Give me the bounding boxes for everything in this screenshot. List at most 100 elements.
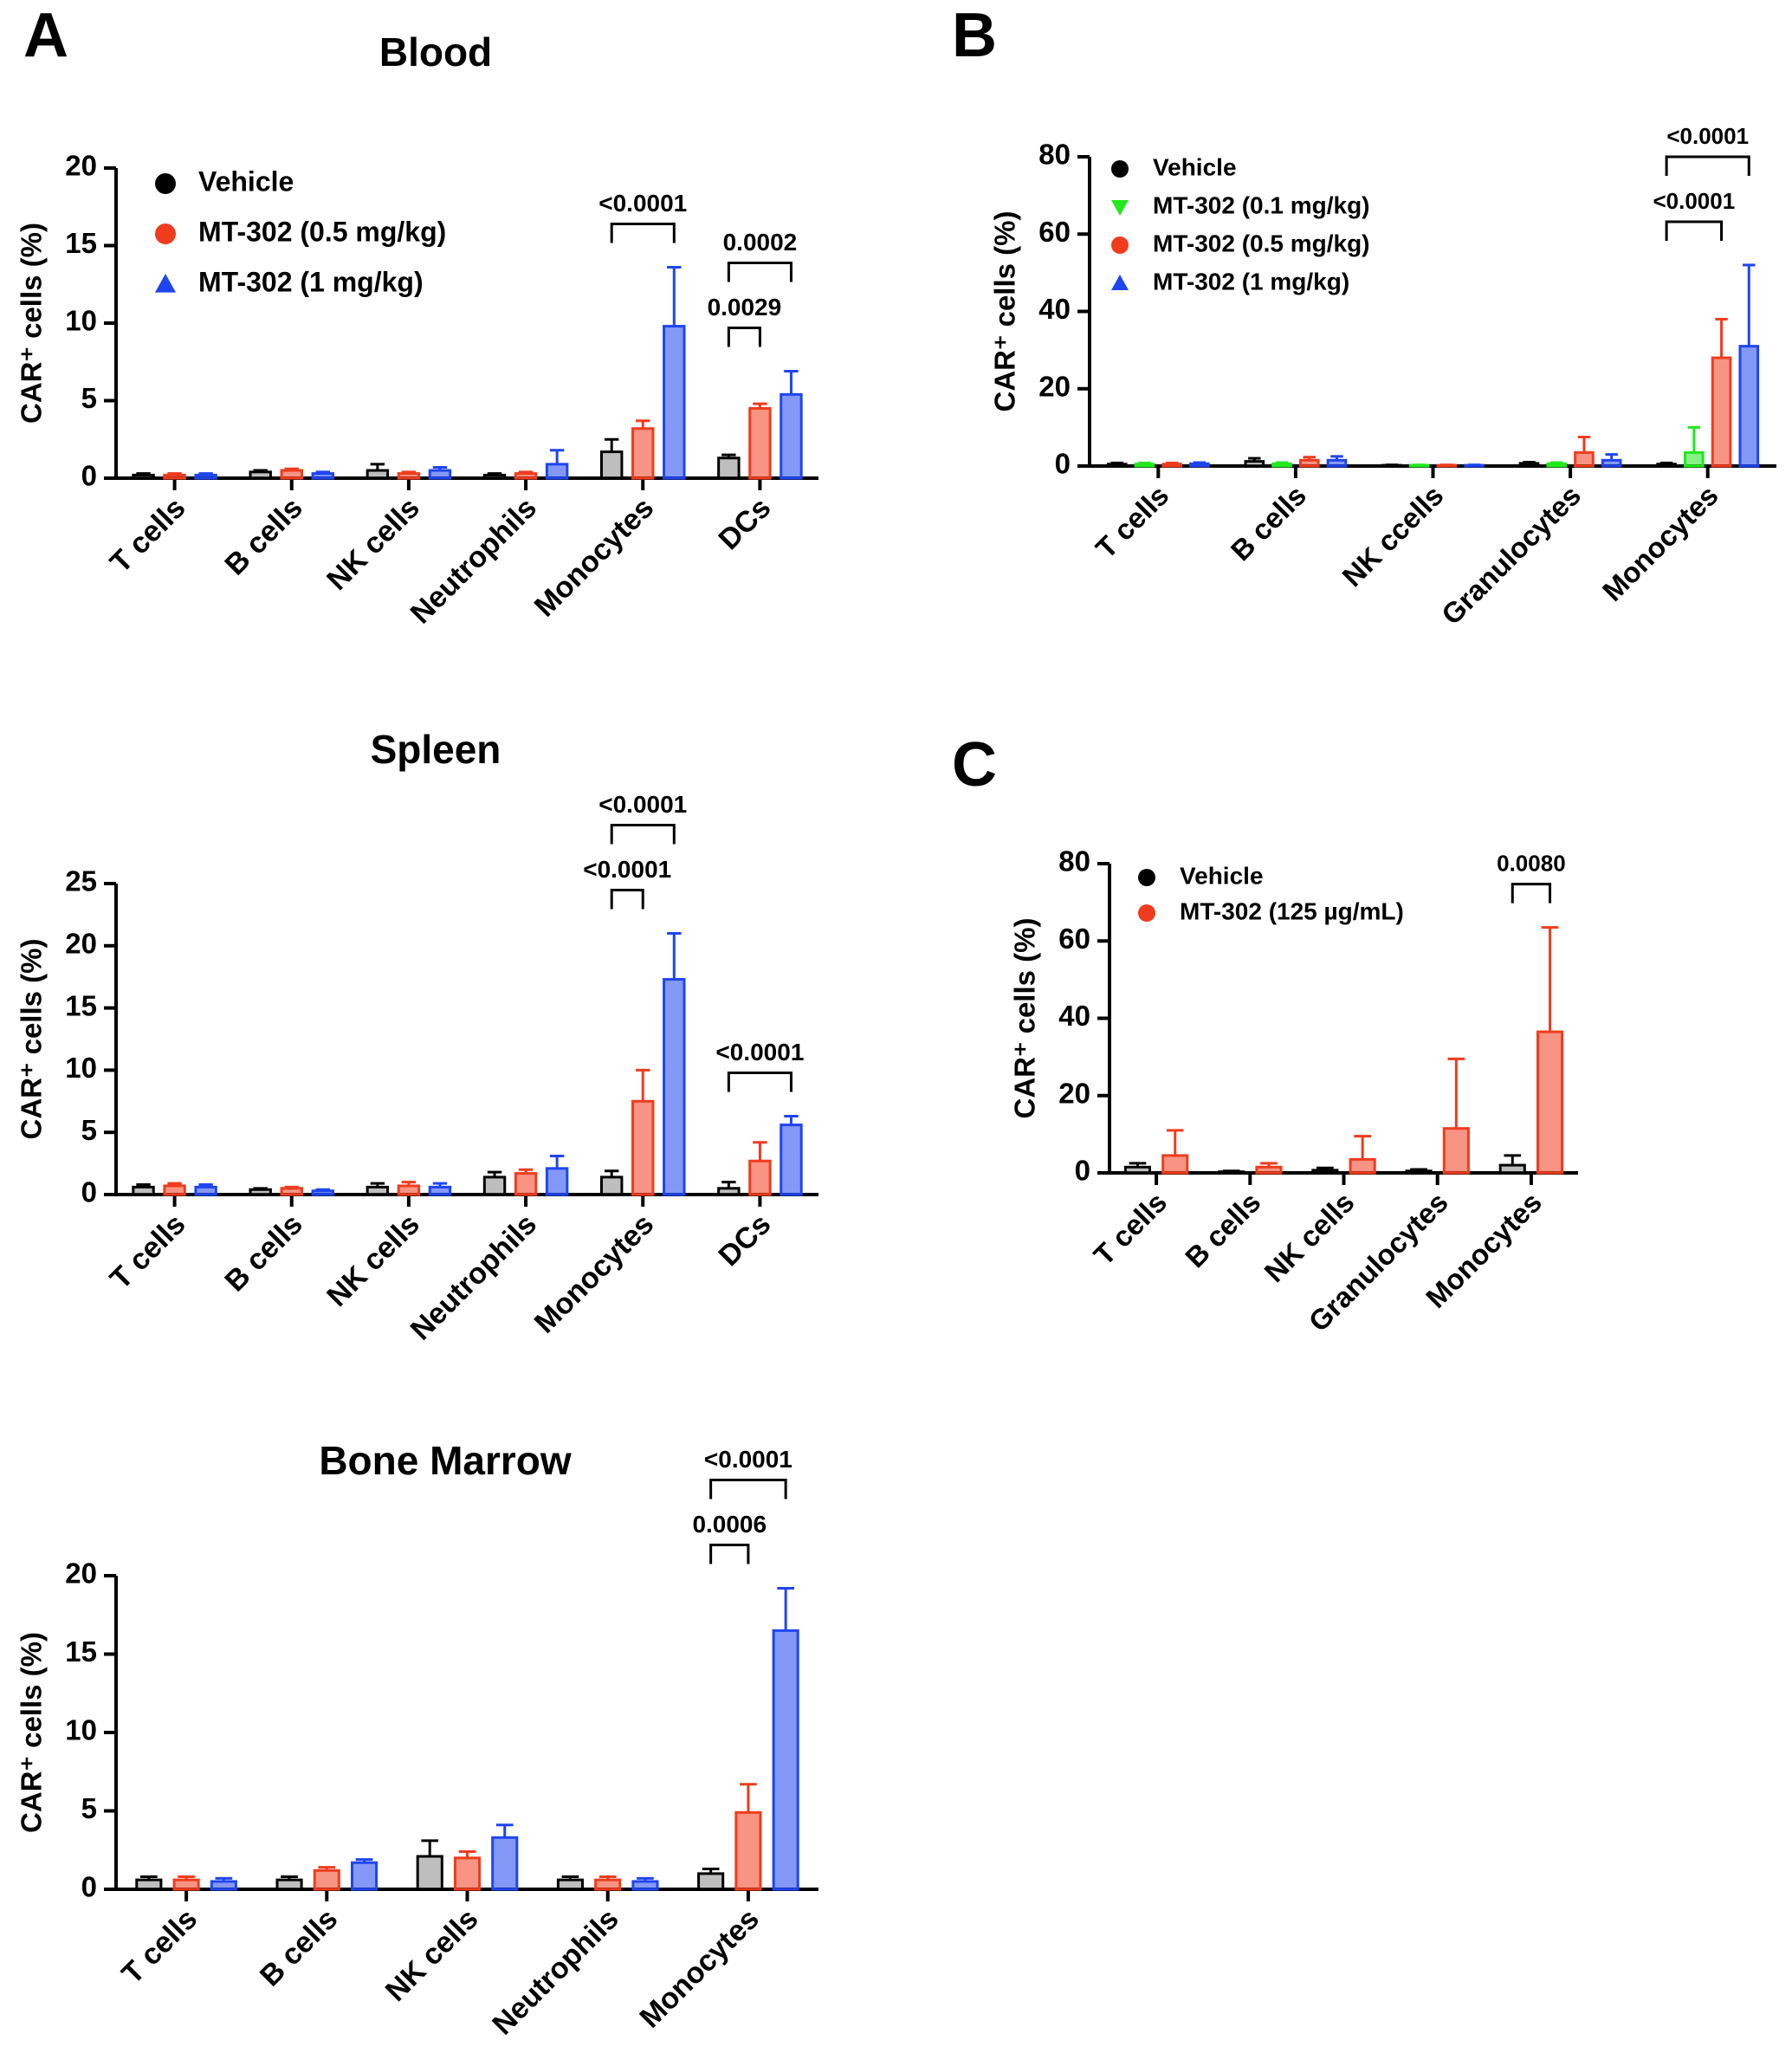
y-tick-label: 15: [65, 227, 97, 259]
y-tick-label: 25: [65, 865, 97, 897]
legend-marker: [155, 274, 176, 293]
legend-label: MT-302 (1 mg/kg): [198, 266, 424, 297]
y-tick-label: 15: [65, 1635, 97, 1668]
y-tick-label: 20: [65, 928, 97, 960]
bar: [514, 1172, 538, 1196]
x-tick-label: NK cells: [379, 1902, 485, 2008]
legend-marker: [1111, 200, 1129, 216]
y-axis-label: CAR⁺ cells (%): [16, 1632, 48, 1833]
y-axis-label: CAR⁺ cells (%): [1009, 918, 1041, 1119]
bar: [249, 1188, 272, 1196]
bar: [397, 1184, 421, 1196]
bar: [631, 1880, 659, 1891]
y-tick-label: 0: [81, 460, 97, 492]
bar: [556, 1878, 585, 1891]
bar: [1244, 460, 1265, 468]
bar: [428, 469, 452, 480]
x-tick-label: Granulocytes: [1435, 479, 1587, 631]
legend-marker: [1138, 904, 1155, 922]
bar: [172, 1878, 200, 1891]
bar: [1189, 462, 1210, 468]
y-axis-label: CAR⁺ cells (%): [989, 211, 1021, 412]
x-tick-label: Neutrophils: [404, 1208, 543, 1346]
bar: [1134, 463, 1155, 468]
legend-label: Vehicle: [1180, 862, 1264, 889]
x-tick-label: DCs: [712, 491, 777, 556]
bar: [210, 1880, 237, 1891]
significance-bracket: [1665, 220, 1724, 241]
bar: [163, 1184, 186, 1196]
bar: [772, 1629, 799, 1891]
legend-label: MT-302 (0.1 mg/kg): [1153, 191, 1370, 218]
y-tick-label: 60: [1038, 216, 1071, 248]
bar: [734, 1810, 762, 1891]
bar: [280, 469, 303, 480]
significance-bracket: [727, 1072, 792, 1092]
legend-marker: [1111, 160, 1129, 178]
bar: [350, 1861, 378, 1891]
x-tick-label: NK cells: [320, 1208, 426, 1313]
x-tick-label: DCs: [712, 1208, 777, 1273]
significance-bracket: [1511, 883, 1552, 903]
x-tick-label: Monocytes: [1596, 479, 1724, 607]
significance-bracket: [727, 326, 761, 347]
bar: [132, 1185, 155, 1196]
bar: [1326, 458, 1348, 468]
y-tick-label: 5: [81, 382, 97, 414]
y-tick-label: 15: [65, 989, 97, 1021]
significance-label: <0.0001: [583, 856, 671, 883]
panel-label: B: [952, 1, 997, 70]
significance-label: <0.0001: [1666, 123, 1749, 149]
y-tick-label: 10: [65, 1052, 97, 1084]
bar: [194, 1185, 217, 1196]
bar: [780, 1124, 803, 1196]
bar: [1656, 463, 1677, 468]
significance-label: <0.0001: [598, 190, 687, 217]
legend-marker: [155, 173, 176, 194]
bar: [311, 1189, 335, 1196]
bar: [482, 1175, 507, 1196]
significance-label: <0.0001: [715, 1039, 804, 1065]
y-tick-label: 80: [1058, 845, 1090, 878]
y-tick-label: 0: [81, 1176, 97, 1208]
x-tick-label: T cells: [1087, 1186, 1173, 1272]
legend-marker: [155, 223, 176, 244]
x-tick-label: B cells: [254, 1902, 344, 1992]
chart-title: Blood: [379, 29, 492, 74]
bar: [1574, 450, 1595, 468]
bar: [163, 473, 186, 480]
bar: [1498, 1163, 1526, 1175]
bar: [594, 1878, 622, 1891]
y-tick-label: 20: [65, 1558, 97, 1590]
bar: [1255, 1165, 1283, 1175]
bar: [491, 1836, 519, 1891]
legend-marker: [1111, 236, 1129, 254]
bar: [1349, 1157, 1376, 1175]
x-tick-label: Monocytes: [528, 491, 660, 623]
bar: [1738, 345, 1760, 468]
significance-bracket: [709, 1478, 787, 1499]
significance-label: 0.0006: [692, 1511, 767, 1538]
y-tick-label: 10: [65, 305, 97, 337]
panel-label: A: [23, 1, 68, 70]
bar: [275, 1878, 303, 1891]
bar: [313, 1868, 340, 1891]
bar: [1311, 1169, 1339, 1175]
y-tick-label: 20: [65, 150, 97, 182]
significance-bracket: [727, 261, 792, 282]
legend-label: MT-302 (125 µg/mL): [1180, 897, 1404, 924]
bar: [1405, 1169, 1433, 1175]
bar: [697, 1872, 725, 1891]
legend-marker: [1138, 869, 1155, 886]
y-tick-label: 20: [1058, 1077, 1090, 1109]
bar: [1298, 458, 1320, 468]
x-tick-label: B cells: [1179, 1186, 1266, 1273]
y-tick-label: 40: [1058, 1000, 1090, 1032]
y-tick-label: 60: [1058, 923, 1090, 955]
bar: [545, 463, 569, 480]
bar: [453, 1856, 482, 1891]
bar: [135, 1878, 163, 1891]
bar: [1161, 1154, 1189, 1175]
bar: [428, 1185, 452, 1196]
